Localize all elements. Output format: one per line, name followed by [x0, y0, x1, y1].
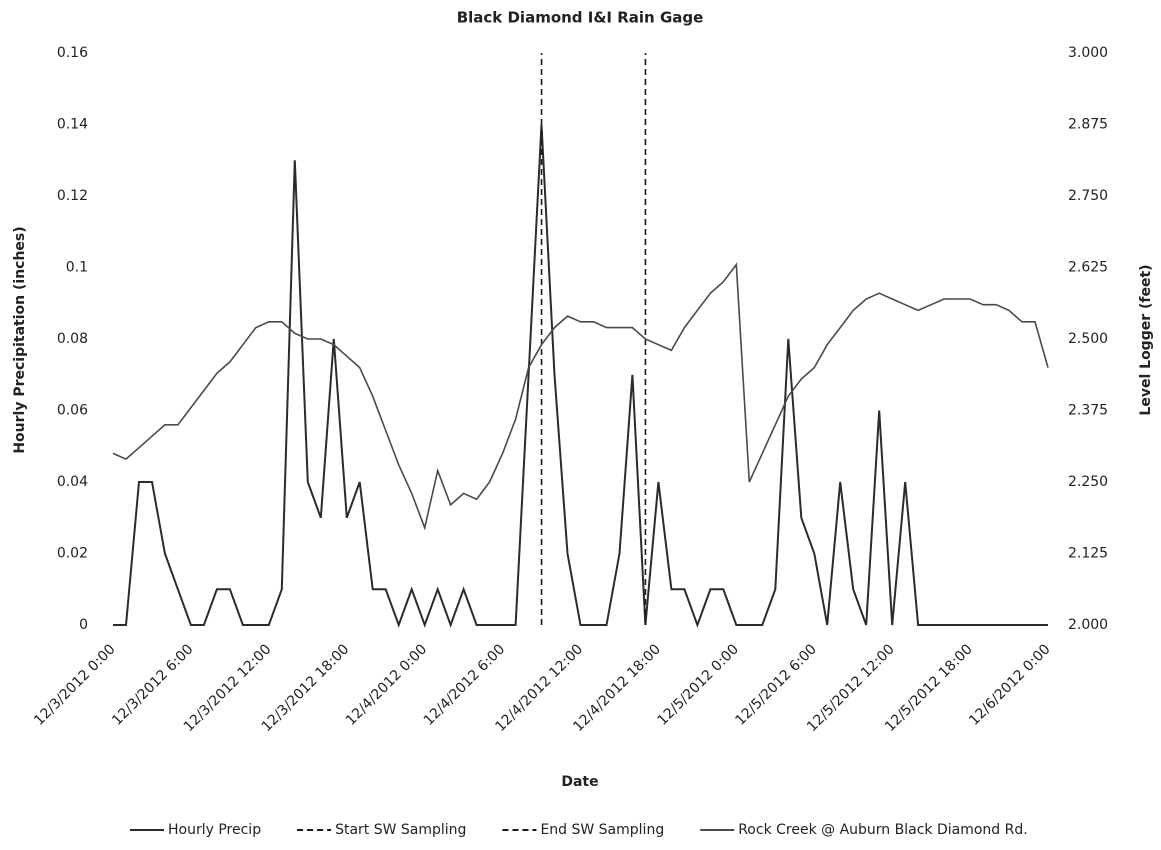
x-tick-label: 12/5/2012 18:00 [882, 641, 976, 735]
y-axis-label: Hourly Precipitation (inches) [12, 226, 28, 453]
x-axis-label: Date [561, 774, 598, 790]
y-tick-label: 0 [79, 617, 88, 633]
legend-label: Start SW Sampling [335, 822, 466, 838]
x-tick-label: 12/4/2012 0:00 [343, 641, 430, 728]
x-tick-label: 12/4/2012 6:00 [421, 641, 508, 728]
y2-axis-label: Level Logger (feet) [1138, 264, 1154, 415]
y-tick-label: 0.02 [57, 546, 88, 562]
y-tick-label: 0.08 [57, 331, 88, 347]
x-tick-label: 12/6/2012 0:00 [966, 641, 1053, 728]
y2-tick-label: 2.750 [1068, 188, 1108, 204]
x-tick-label: 12/4/2012 18:00 [570, 641, 664, 735]
x-tick-label: 12/3/2012 18:00 [259, 641, 353, 735]
x-tick-label: 12/5/2012 6:00 [732, 641, 819, 728]
y-tick-label: 0.14 [57, 117, 88, 133]
y-tick-label: 0.06 [57, 403, 88, 419]
y2-tick-label: 3.000 [1068, 45, 1108, 61]
legend-label: Hourly Precip [168, 822, 261, 838]
series-line [113, 124, 1048, 628]
y-tick-label: 0.16 [57, 45, 88, 61]
x-tick-label: 12/3/2012 6:00 [109, 641, 196, 728]
y-tick-label: 0.1 [66, 260, 88, 276]
x-tick-label: 12/5/2012 0:00 [655, 641, 742, 728]
y2-tick-label: 2.125 [1068, 546, 1108, 562]
legend-label: End SW Sampling [540, 822, 664, 838]
y2-tick-label: 2.250 [1068, 474, 1108, 490]
chart-title: Black Diamond I&I Rain Gage [457, 9, 704, 27]
y2-tick-label: 2.875 [1068, 117, 1108, 133]
legend-label: Rock Creek @ Auburn Black Diamond Rd. [738, 822, 1027, 838]
y2-tick-label: 2.000 [1068, 617, 1108, 633]
series-line [112, 262, 1049, 531]
y2-tick-label: 2.625 [1068, 260, 1108, 276]
y2-tick-label: 2.375 [1068, 403, 1108, 419]
y-tick-label: 0.04 [57, 474, 88, 490]
y2-tick-label: 2.500 [1068, 331, 1108, 347]
y-tick-label: 0.12 [57, 188, 88, 204]
x-tick-label: 12/3/2012 0:00 [31, 641, 118, 728]
